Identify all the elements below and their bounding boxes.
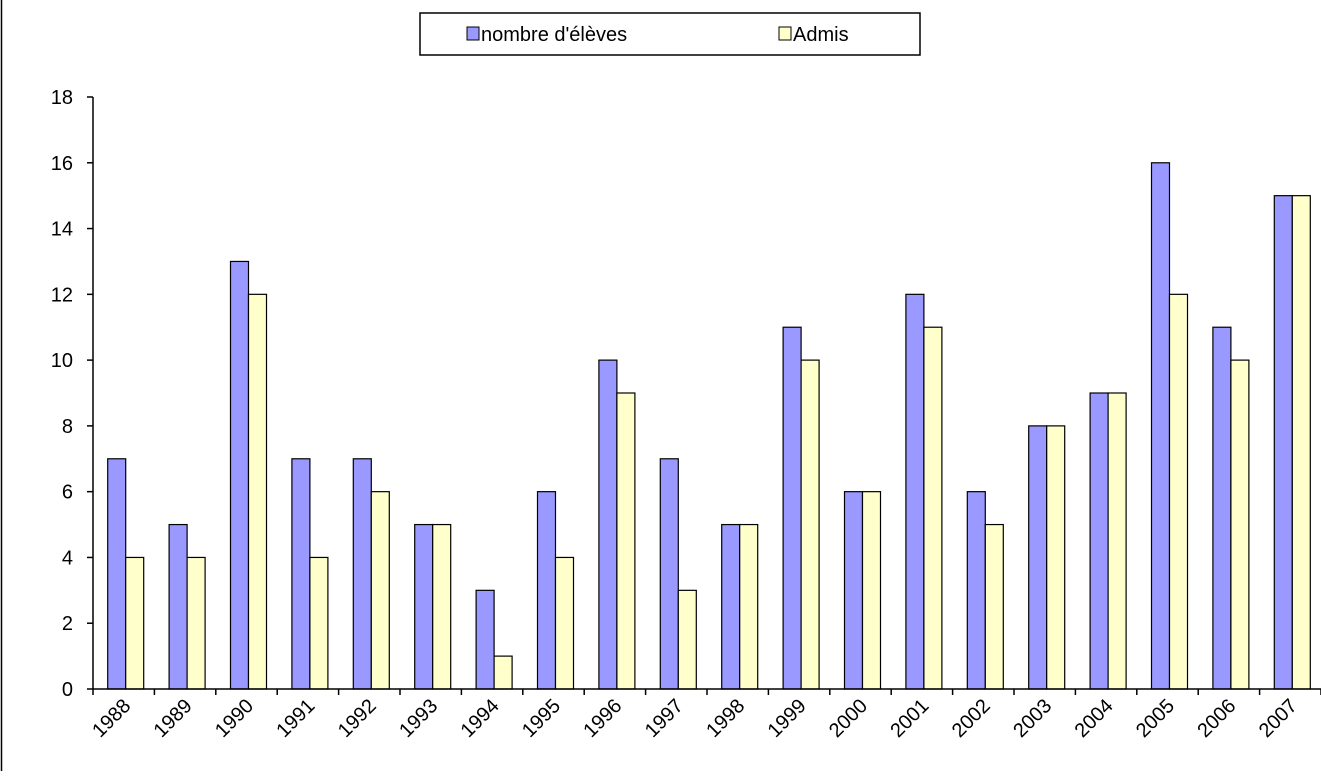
x-tick-label: 1999 [764,695,811,742]
x-tick-label: 1991 [272,695,319,742]
legend-box [419,12,921,56]
bar-eleves-1998 [721,523,741,690]
y-tick-label: 10 [51,350,73,372]
bar-admis-2006 [1230,359,1250,690]
bar-admis-1990 [247,293,268,690]
bar-admis-1997 [677,589,697,690]
x-tick-label: 1998 [702,695,749,742]
bar-eleves-1991 [291,458,311,690]
bar-eleves-1988 [107,458,127,690]
bar-eleves-2004 [1089,392,1109,690]
y-axis: 0 2 4 6 8 10 12 14 16 18 [51,87,94,701]
bar-eleves-1992 [352,458,372,690]
bar-admis-1999 [800,359,820,690]
y-tick-label: 18 [51,87,73,109]
legend: nombre d'élèves Admis [419,12,921,56]
bar-admis-1989 [186,556,206,690]
legend-label-admis: Admis [793,24,849,46]
bar-admis-2007 [1291,195,1311,690]
x-tick-label: 1994 [457,695,504,742]
y-tick-label: 8 [62,416,73,438]
bar-admis-2001 [923,326,943,690]
y-tick-label: 14 [51,219,73,241]
x-tick-label: 2002 [948,695,995,742]
x-tick-label: 1990 [211,695,258,742]
bar-admis-2003 [1046,425,1066,690]
x-tick-label: 2006 [1193,695,1240,742]
x-tick-label: 1996 [579,695,626,742]
bar-admis-1993 [432,523,452,690]
legend-label-eleves: nombre d'élèves [481,24,627,46]
y-tick-label: 2 [62,613,73,635]
bar-eleves-2000 [843,491,864,690]
x-tick-label: 1988 [88,695,135,742]
x-axis: 1988 1989 1990 1991 1992 1993 1994 1995 1996 1997… [88,688,1321,742]
bars [107,162,1311,690]
legend-swatch-eleves [466,26,480,41]
bar-admis-2002 [984,523,1004,690]
bar-eleves-2002 [966,491,986,690]
bar-admis-1992 [370,491,390,690]
bar-eleves-2005 [1150,162,1171,690]
y-tick-label: 12 [51,284,73,306]
x-tick-label: 1993 [395,695,442,742]
bar-eleves-1994 [475,589,495,690]
x-tick-label: 1989 [150,695,197,742]
x-tick-label: 2005 [1132,695,1179,742]
bar-eleves-1990 [229,260,250,690]
x-tick-label: 2001 [886,695,933,742]
bar-eleves-2003 [1028,425,1048,690]
x-tick-label: 1995 [518,695,565,742]
bar-eleves-1999 [782,326,802,690]
bar-admis-1988 [125,556,145,690]
bar-admis-2005 [1168,293,1189,690]
y-tick-label: 0 [62,679,73,701]
x-tick-label: 2000 [825,695,872,742]
bar-admis-2004 [1107,392,1127,690]
bar-admis-2000 [861,491,882,690]
bar-admis-1994 [493,655,513,690]
bar-eleves-1996 [598,359,618,690]
x-tick-label: 1992 [334,695,381,742]
bar-eleves-1993 [414,523,434,690]
bar-admis-1995 [554,556,575,690]
bar-eleves-1997 [659,458,679,690]
legend-swatch-admis [778,26,792,41]
x-tick-label: 2007 [1255,695,1302,742]
bar-eleves-2006 [1212,326,1232,690]
x-tick-label: 2004 [1071,695,1118,742]
y-tick-label: 16 [51,153,73,175]
x-tick-label: 2003 [1009,695,1056,742]
bar-admis-1998 [739,523,759,690]
bar-admis-1996 [616,392,636,690]
y-tick-label: 4 [62,547,73,569]
x-tick-label: 1997 [641,695,688,742]
bar-eleves-1989 [168,523,188,690]
bar-eleves-2001 [905,293,925,690]
y-tick-label: 6 [62,482,73,504]
bar-admis-1991 [309,556,329,690]
bar-eleves-2007 [1273,195,1293,690]
bar-eleves-1995 [536,491,557,690]
